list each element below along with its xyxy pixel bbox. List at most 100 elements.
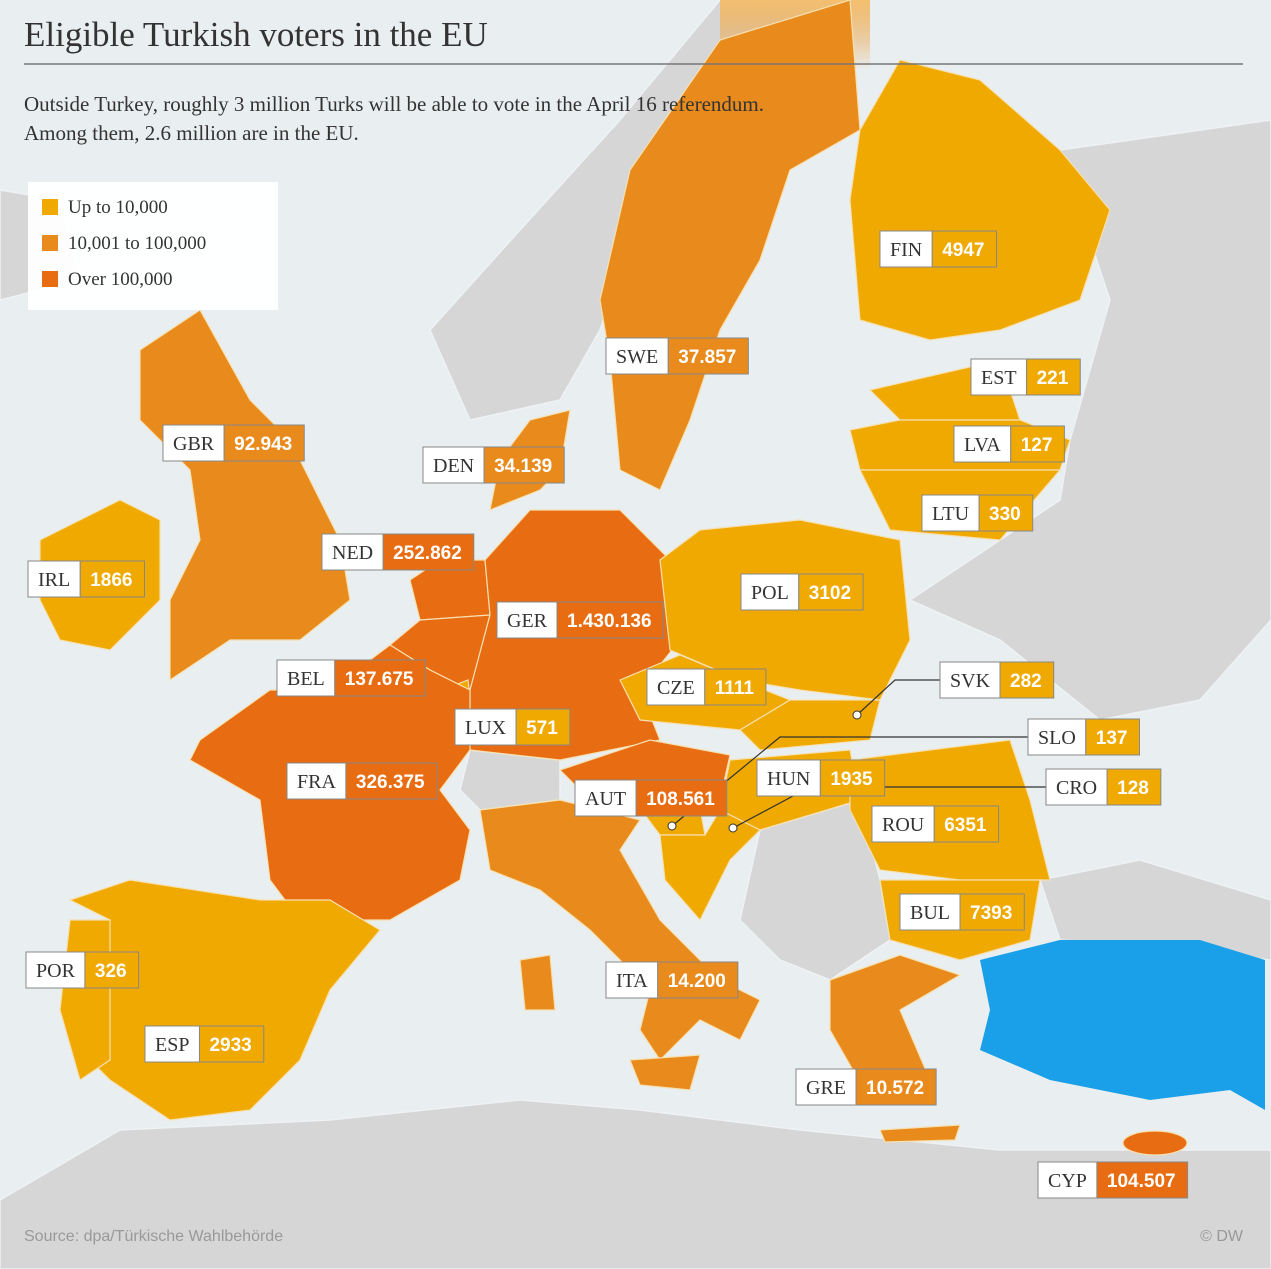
country-value: 571 [526, 718, 558, 739]
country-label: CYP 104.507 [1037, 1161, 1189, 1199]
code-box [795, 1068, 857, 1106]
code-box [422, 446, 485, 484]
country-code: EST [981, 367, 1017, 389]
country-label: ROU 6351 [871, 805, 1000, 843]
country-label: SWE 37.857 [605, 337, 749, 375]
country-value: 34.139 [494, 456, 552, 477]
legend-swatch [42, 199, 58, 215]
country-code: FIN [890, 239, 922, 261]
country-code: NED [332, 542, 373, 564]
labels: FIN 4947 SWE 37.857 EST 221 LVA 127 LTU 330 GBR 92.… [25, 230, 1189, 1199]
source: Source: dpa/Türkische Wahlbehörde [24, 1228, 283, 1245]
country-value: 108.561 [646, 789, 715, 810]
value-box [667, 337, 749, 375]
country-code: DEN [433, 455, 474, 477]
country-value: 326 [95, 961, 127, 982]
country-value: 2933 [209, 1035, 251, 1056]
country-label: HUN 1935 [756, 759, 886, 797]
value-box [1010, 425, 1065, 463]
country-value: 137.675 [345, 669, 414, 690]
country-shape [829, 954, 962, 1101]
country-code: SLO [1038, 727, 1076, 749]
code-box [879, 230, 933, 268]
country-label: AUT 108.561 [574, 779, 728, 817]
value-box [483, 446, 565, 484]
country-label: EST 221 [970, 358, 1081, 396]
country-code: GER [507, 610, 548, 632]
value-box [84, 951, 140, 989]
country-shape [659, 809, 762, 922]
country-code: LTU [932, 503, 970, 525]
country-code: CYP [1048, 1170, 1087, 1192]
country-code: AUT [585, 788, 626, 810]
country-value: 104.507 [1107, 1171, 1176, 1192]
code-box [574, 779, 637, 817]
country-value: 14.200 [668, 971, 726, 992]
value-box [798, 573, 864, 611]
value-box [657, 961, 739, 999]
country-value: 1866 [90, 570, 132, 591]
subtitle: Among them, 2.6 million are in the EU. [24, 121, 359, 145]
country-shape [849, 59, 1111, 341]
value-box [515, 708, 571, 746]
country-code: GBR [173, 433, 215, 455]
country-label: CRO 128 [1045, 768, 1162, 806]
country-code: CZE [657, 677, 695, 699]
country-value: 3102 [809, 583, 851, 604]
country-label: GRE 10.572 [795, 1068, 937, 1106]
code-box [27, 560, 81, 598]
country-value: 1111 [715, 678, 755, 699]
code-box [740, 573, 800, 611]
value-box [1106, 768, 1162, 806]
code-box [1037, 1161, 1098, 1199]
country-label: ITA 14.200 [605, 961, 739, 999]
title: Eligible Turkish voters in the EU [24, 15, 488, 54]
country-label: POR 326 [25, 951, 140, 989]
country-value: 127 [1021, 435, 1053, 456]
value-box [1085, 718, 1140, 756]
value-box [382, 533, 475, 571]
legend-label: Over 100,000 [68, 269, 172, 290]
value-box [345, 762, 438, 800]
code-box [1027, 718, 1087, 756]
country-label: BUL 7393 [899, 893, 1025, 931]
country-label: GBR 92.943 [162, 424, 305, 462]
value-box [999, 661, 1055, 699]
country-code: LUX [465, 717, 507, 739]
country-code: BUL [910, 902, 950, 924]
legend-label: Up to 10,000 [68, 197, 168, 218]
country-value: 6351 [944, 815, 987, 836]
country-label: POL 3102 [740, 573, 864, 611]
country-label: NED 252.862 [321, 533, 475, 571]
country-code: GRE [806, 1077, 846, 1099]
country-label: GER 1.430.136 [496, 601, 665, 639]
credit: © DW [1200, 1228, 1244, 1245]
country-shape [139, 309, 351, 682]
country-label: FIN 4947 [879, 230, 998, 268]
country-code: SVK [950, 670, 991, 692]
country-value: 137 [1096, 728, 1128, 749]
country-code: POR [36, 960, 76, 982]
country-value: 1935 [830, 769, 873, 790]
legend-label: 10,001 to 100,000 [68, 233, 206, 254]
country-value: 252.862 [393, 543, 462, 564]
code-box [286, 762, 347, 800]
code-box [899, 893, 961, 931]
code-box [939, 661, 1001, 699]
country-code: BEL [287, 668, 325, 690]
country-label: BEL 137.675 [276, 659, 426, 697]
value-box [931, 230, 998, 268]
country-label: DEN 34.139 [422, 446, 565, 484]
value-box [819, 759, 886, 797]
value-box [198, 1025, 265, 1063]
value-box [1026, 358, 1081, 396]
legend-box [28, 182, 278, 310]
country-label: SVK 282 [939, 661, 1055, 699]
country-code: LVA [964, 434, 1001, 456]
country-code: FRA [297, 771, 336, 793]
country-value: 221 [1037, 368, 1069, 389]
country-value: 37.857 [678, 347, 736, 368]
legend: Up to 10,000 10,001 to 100,000 Over 100,00… [42, 197, 206, 290]
